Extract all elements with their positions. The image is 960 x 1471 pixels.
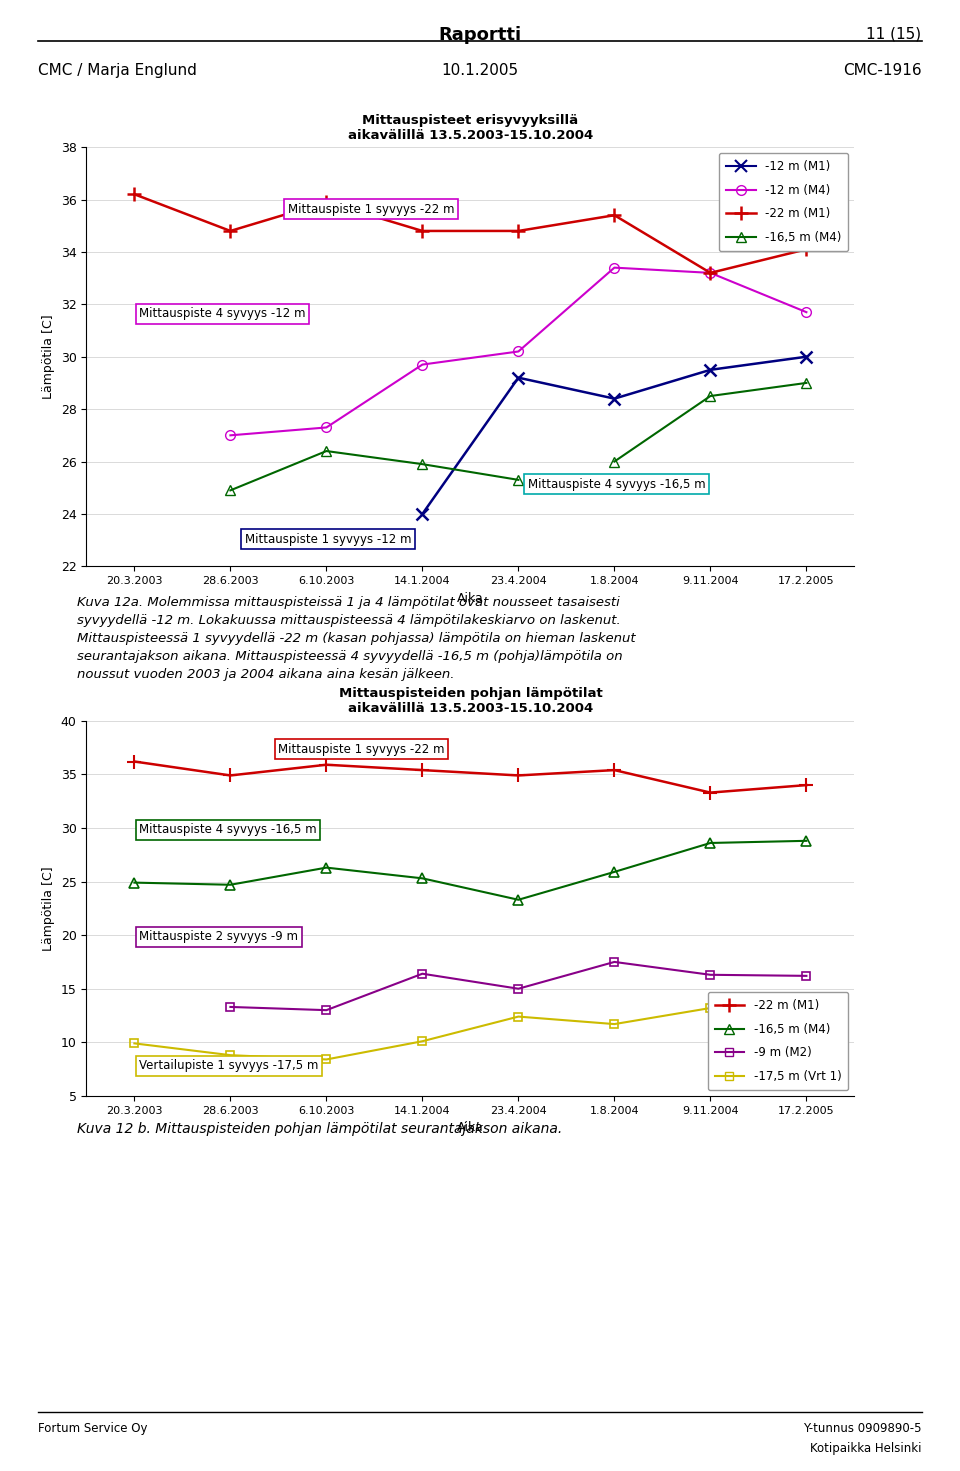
X-axis label: Aika: Aika bbox=[457, 1121, 484, 1134]
Text: Y-tunnus 0909890-5: Y-tunnus 0909890-5 bbox=[804, 1422, 922, 1436]
Text: Mittauspiste 2 syvyys -9 m: Mittauspiste 2 syvyys -9 m bbox=[139, 931, 299, 943]
Text: 11 (15): 11 (15) bbox=[867, 26, 922, 41]
Title: Mittauspisteiden pohjan lämpötilat
aikavälillä 13.5.2003-15.10.2004: Mittauspisteiden pohjan lämpötilat aikav… bbox=[339, 687, 602, 715]
Text: Kuva 12a. Molemmissa mittauspisteissä 1 ja 4 lämpötilat ovat nousseet tasaisesti: Kuva 12a. Molemmissa mittauspisteissä 1 … bbox=[77, 596, 636, 681]
Text: Kotipaikka Helsinki: Kotipaikka Helsinki bbox=[810, 1442, 922, 1455]
Legend: -12 m (M1), -12 m (M4), -22 m (M1), -16,5 m (M4): -12 m (M1), -12 m (M4), -22 m (M1), -16,… bbox=[719, 153, 849, 252]
Text: Mittauspiste 4 syvyys -16,5 m: Mittauspiste 4 syvyys -16,5 m bbox=[528, 478, 706, 491]
Text: CMC / Marja Englund: CMC / Marja Englund bbox=[38, 63, 197, 78]
Text: Mittauspiste 1 syvyys -12 m: Mittauspiste 1 syvyys -12 m bbox=[245, 533, 411, 546]
Text: Mittauspiste 4 syvyys -12 m: Mittauspiste 4 syvyys -12 m bbox=[139, 307, 305, 321]
X-axis label: Aika: Aika bbox=[457, 591, 484, 605]
Title: Mittauspisteet erisyvyyksillä
aikavälillä 13.5.2003-15.10.2004: Mittauspisteet erisyvyyksillä aikavälill… bbox=[348, 113, 593, 141]
Text: Kuva 12 b. Mittauspisteiden pohjan lämpötilat seurantajakson aikana.: Kuva 12 b. Mittauspisteiden pohjan lämpö… bbox=[77, 1122, 562, 1137]
Y-axis label: Lämpötila [C]: Lämpötila [C] bbox=[42, 315, 56, 399]
Text: Fortum Service Oy: Fortum Service Oy bbox=[38, 1422, 148, 1436]
Text: Mittauspiste 4 syvyys -16,5 m: Mittauspiste 4 syvyys -16,5 m bbox=[139, 824, 317, 837]
Text: 10.1.2005: 10.1.2005 bbox=[442, 63, 518, 78]
Text: CMC-1916: CMC-1916 bbox=[843, 63, 922, 78]
Y-axis label: Lämpötila [C]: Lämpötila [C] bbox=[42, 866, 56, 950]
Text: Vertailupiste 1 syvyys -17,5 m: Vertailupiste 1 syvyys -17,5 m bbox=[139, 1059, 319, 1072]
Text: Raportti: Raportti bbox=[439, 26, 521, 44]
Text: Mittauspiste 1 syvyys -22 m: Mittauspiste 1 syvyys -22 m bbox=[278, 743, 444, 756]
Text: Mittauspiste 1 syvyys -22 m: Mittauspiste 1 syvyys -22 m bbox=[288, 203, 454, 216]
Legend: -22 m (M1), -16,5 m (M4), -9 m (M2), -17,5 m (Vrt 1): -22 m (M1), -16,5 m (M4), -9 m (M2), -17… bbox=[708, 991, 849, 1090]
